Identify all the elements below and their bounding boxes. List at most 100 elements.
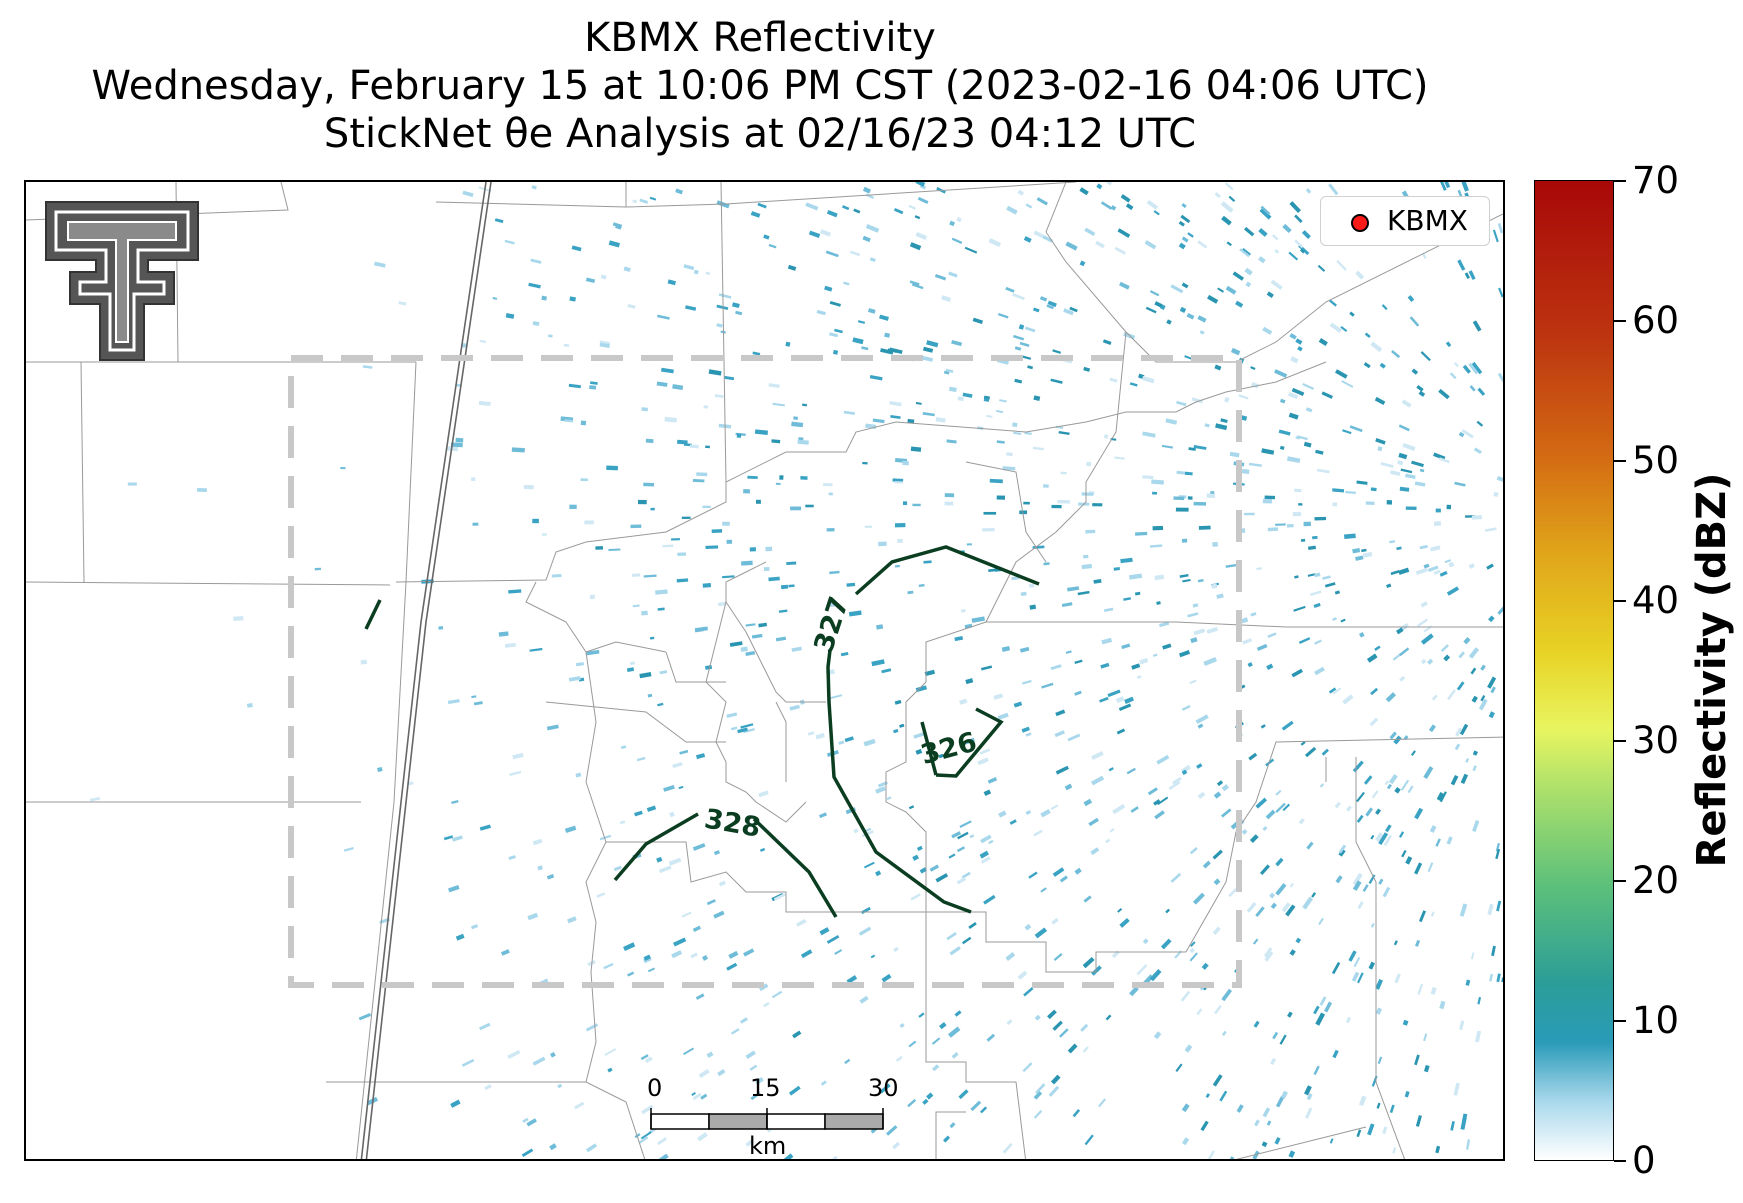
radar-echo xyxy=(1179,306,1187,313)
radar-echo xyxy=(1039,296,1048,302)
radar-echo xyxy=(689,444,699,449)
radar-echo xyxy=(1197,315,1207,323)
radar-echo xyxy=(740,646,748,653)
radar-echo xyxy=(1091,751,1104,761)
radar-echo xyxy=(1383,834,1392,847)
radar-echo xyxy=(1124,696,1135,704)
radar-echo xyxy=(1112,803,1126,815)
radar-echo xyxy=(586,1143,598,1153)
radar-echo xyxy=(1304,1085,1312,1096)
radar-echo xyxy=(1341,380,1354,388)
radar-echo xyxy=(1420,658,1427,665)
radar-echo xyxy=(1459,723,1469,736)
radar-echo xyxy=(1213,791,1222,799)
radar-echo xyxy=(1125,203,1134,211)
radar-echo xyxy=(1294,239,1304,249)
radar-echo xyxy=(1410,750,1416,756)
radar-echo xyxy=(1329,322,1343,333)
radar-echo xyxy=(1187,232,1194,238)
radar-echo xyxy=(1261,448,1275,455)
radar-echo xyxy=(963,737,975,745)
radar-echo xyxy=(1002,466,1016,471)
radar-echo xyxy=(1162,643,1172,650)
radar-echo xyxy=(1100,662,1110,669)
radar-echo xyxy=(1311,892,1317,898)
radar-echo xyxy=(1314,572,1321,578)
radar-echo xyxy=(700,1093,708,1100)
radar-echo xyxy=(1186,313,1195,320)
radar-echo xyxy=(646,805,657,812)
radar-echo xyxy=(1019,646,1030,653)
radar-echo xyxy=(1199,330,1205,335)
radar-echo xyxy=(571,245,582,252)
radar-echo xyxy=(1423,766,1434,779)
radar-echo xyxy=(1109,828,1115,833)
radar-echo xyxy=(1129,986,1139,997)
radar-echo xyxy=(705,271,711,276)
radar-echo xyxy=(954,636,964,642)
radar-echo xyxy=(529,647,543,652)
radar-echo xyxy=(780,584,789,590)
radar-echo xyxy=(862,235,871,243)
radar-echo xyxy=(1154,574,1165,581)
radar-echo xyxy=(988,238,1002,248)
radar-echo xyxy=(1465,757,1470,763)
radar-echo xyxy=(1468,270,1476,281)
radar-echo xyxy=(1189,679,1197,685)
map-panel[interactable]: 326 327 328 0 15 30 km xyxy=(24,180,1505,1161)
radar-echo xyxy=(1274,1137,1281,1145)
radar-echo xyxy=(1207,294,1219,304)
radar-echo xyxy=(1114,456,1125,460)
radar-echo xyxy=(1401,849,1407,858)
radar-echo xyxy=(1129,573,1143,580)
radar-echo xyxy=(1275,1095,1285,1108)
radar-echo xyxy=(1050,1074,1061,1085)
radar-echo xyxy=(1340,325,1348,333)
radar-echo xyxy=(639,198,649,204)
radar-echo xyxy=(1103,607,1114,613)
radar-echo xyxy=(547,334,553,338)
radar-echo xyxy=(979,850,989,859)
radar-echo xyxy=(789,704,800,711)
radar-echo xyxy=(1238,394,1249,400)
radar-echo xyxy=(862,186,871,194)
radar-echo xyxy=(1022,1062,1033,1073)
radar-echo xyxy=(1440,644,1449,653)
radar-echo xyxy=(1399,486,1410,492)
radar-echo xyxy=(1248,462,1262,467)
radar-echo xyxy=(1401,399,1412,408)
radar-echo xyxy=(1212,926,1221,935)
radar-echo xyxy=(956,216,962,223)
radar-echo xyxy=(1178,242,1186,250)
radar-echo xyxy=(1083,895,1092,903)
radar-echo xyxy=(964,623,973,629)
radar-echo xyxy=(1487,676,1497,689)
radar-echo xyxy=(1261,1141,1268,1148)
radar-echo xyxy=(1407,785,1414,794)
radar-echo xyxy=(968,922,977,930)
radar-echo xyxy=(1189,947,1195,954)
radar-echo xyxy=(831,1155,838,1159)
radar-echo xyxy=(745,650,756,657)
radar-echo xyxy=(596,892,606,898)
radar-echo xyxy=(1465,979,1471,986)
radar-echo xyxy=(1271,234,1279,241)
radar-echo xyxy=(1136,675,1142,680)
radar-echo xyxy=(997,312,1009,319)
radar-echo xyxy=(1241,468,1250,475)
radar-echo xyxy=(844,1058,851,1065)
radar-echo xyxy=(1006,1019,1013,1026)
radar-echo xyxy=(1475,1030,1482,1043)
radar-echo xyxy=(863,861,875,869)
radar-echo xyxy=(1390,569,1400,576)
radar-echo xyxy=(731,1028,740,1035)
radar-echo xyxy=(829,332,839,338)
radar-echo xyxy=(1220,201,1234,213)
radar-echo xyxy=(455,437,464,443)
radar-echo xyxy=(1492,229,1499,243)
radar-echo xyxy=(1096,183,1103,190)
radar-echo xyxy=(1269,892,1276,899)
radar-echo xyxy=(505,313,515,319)
radar-echo xyxy=(723,375,735,381)
radar-echo xyxy=(471,695,477,699)
